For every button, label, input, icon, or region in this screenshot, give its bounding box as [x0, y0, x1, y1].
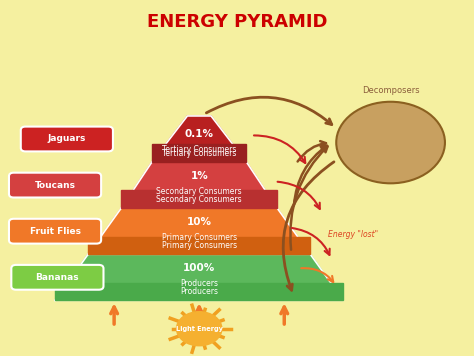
Text: Decomposers: Decomposers — [362, 87, 419, 95]
Text: Primary Consumers: Primary Consumers — [162, 233, 237, 242]
Polygon shape — [88, 208, 310, 254]
Text: Tertiary Consumers: Tertiary Consumers — [162, 149, 237, 158]
Circle shape — [336, 102, 445, 183]
Polygon shape — [55, 254, 343, 300]
Text: 0.1%: 0.1% — [185, 129, 214, 140]
FancyBboxPatch shape — [9, 173, 101, 198]
Text: Fruit Flies: Fruit Flies — [29, 227, 81, 236]
Polygon shape — [121, 162, 277, 208]
Text: Toucans: Toucans — [35, 180, 75, 190]
Text: Producers: Producers — [180, 279, 218, 288]
Text: 10%: 10% — [187, 217, 212, 227]
Text: Energy "lost": Energy "lost" — [328, 230, 378, 239]
Text: Bananas: Bananas — [36, 273, 79, 282]
Polygon shape — [55, 283, 343, 300]
Text: Producers: Producers — [180, 287, 218, 296]
Text: Light Energy: Light Energy — [176, 326, 223, 332]
Text: 100%: 100% — [183, 263, 215, 273]
Text: Jaguars: Jaguars — [48, 135, 86, 143]
FancyBboxPatch shape — [21, 127, 113, 151]
Polygon shape — [152, 144, 246, 162]
Text: Tertiary Consumers: Tertiary Consumers — [162, 145, 237, 154]
FancyBboxPatch shape — [9, 219, 101, 244]
Text: 1%: 1% — [191, 171, 208, 181]
Text: Secondary Consumers: Secondary Consumers — [156, 195, 242, 204]
Text: Primary Consumers: Primary Consumers — [162, 241, 237, 250]
Polygon shape — [88, 236, 310, 254]
Text: Secondary Consumers: Secondary Consumers — [156, 187, 242, 196]
Polygon shape — [121, 190, 277, 208]
Polygon shape — [152, 116, 246, 162]
Circle shape — [176, 312, 222, 346]
FancyBboxPatch shape — [11, 265, 103, 290]
Text: ENERGY PYRAMID: ENERGY PYRAMID — [147, 13, 327, 31]
